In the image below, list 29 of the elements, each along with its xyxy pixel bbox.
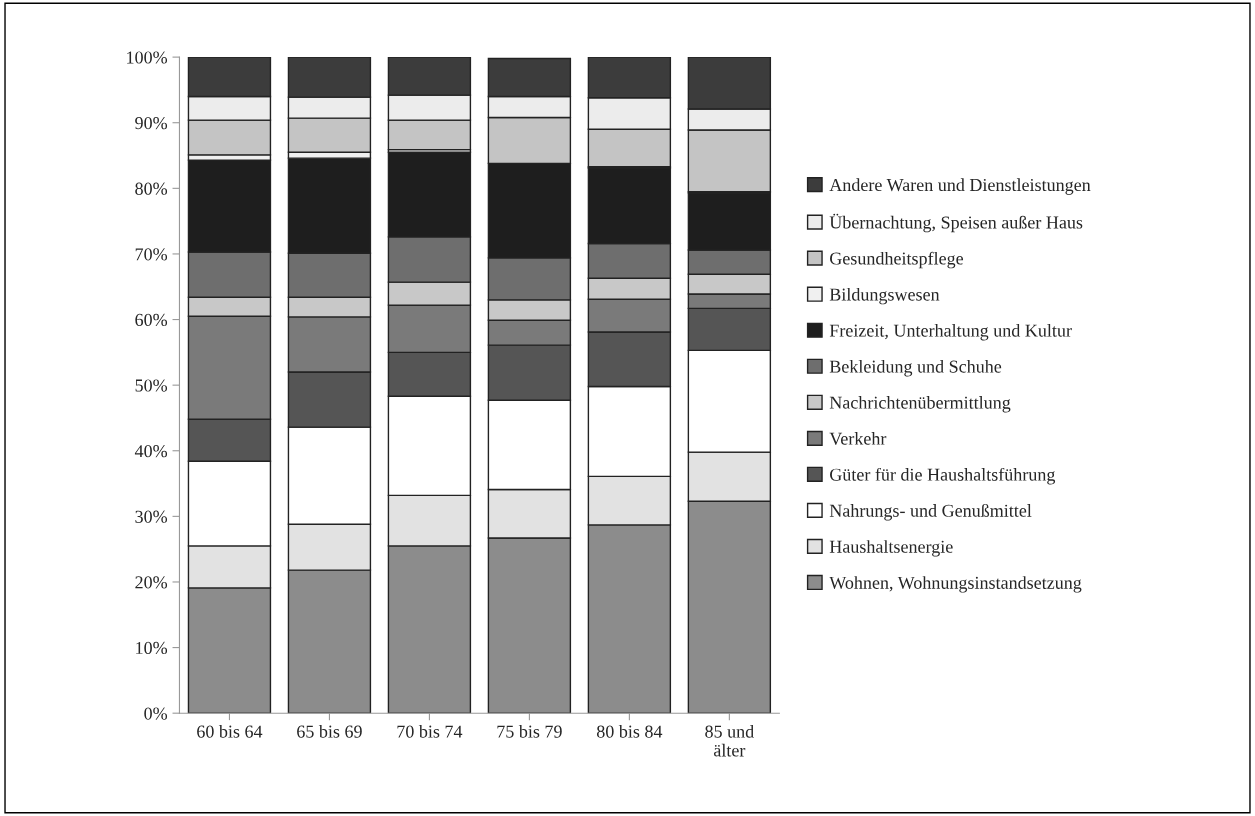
x-tick-label: 65 bis 69 xyxy=(297,724,362,738)
y-tick-label: 40% xyxy=(134,445,168,458)
y-tick-label: 90% xyxy=(135,116,168,130)
y-tick-label: 60% xyxy=(135,313,168,327)
legend-label: Nachrichtenübermittlung xyxy=(829,396,1011,413)
y-tick-label: 80% xyxy=(135,182,168,195)
legend-label: Güter für die Haushaltsführung xyxy=(830,467,1056,485)
y-tick-label: 0% xyxy=(144,707,168,720)
legend-label: Übernachtung, Speisen außer Haus xyxy=(829,213,1083,233)
x-tick-label: 70 bis 74 xyxy=(397,724,463,738)
y-tick-label: 10% xyxy=(136,641,168,655)
legend-label: Nahrungs- und Genußmittel xyxy=(829,503,1032,521)
legend-label: Bildungswesen xyxy=(829,287,940,305)
x-tick-label: 75 bis 79 xyxy=(497,724,562,738)
legend-label: Gesundheitspflege xyxy=(830,251,964,269)
legend-label: Verkehr xyxy=(829,432,887,445)
legend-label: Wohnen, Wohnungsinstandsetzung xyxy=(829,576,1082,593)
y-tick-label: 20% xyxy=(135,576,168,589)
y-tick-label: 70% xyxy=(135,248,168,261)
y-tick-label: 30% xyxy=(135,510,168,523)
y-tick-label: 50% xyxy=(135,379,168,392)
legend-label: Bekleidung und Schuhe xyxy=(829,360,1002,377)
x-tick-label: 60 bis 64 xyxy=(197,724,263,738)
legend-label: Andere Waren und Dienstleistungen xyxy=(829,178,1091,195)
x-tick-label: 85 und älter xyxy=(705,724,754,757)
y-tick-label: 100% xyxy=(127,51,168,64)
x-tick-label: 80 bis 84 xyxy=(596,724,663,738)
legend-label: Freizeit, Unterhaltung und Kultur xyxy=(829,323,1072,341)
legend-label: Haushaltsenergie xyxy=(829,540,953,557)
